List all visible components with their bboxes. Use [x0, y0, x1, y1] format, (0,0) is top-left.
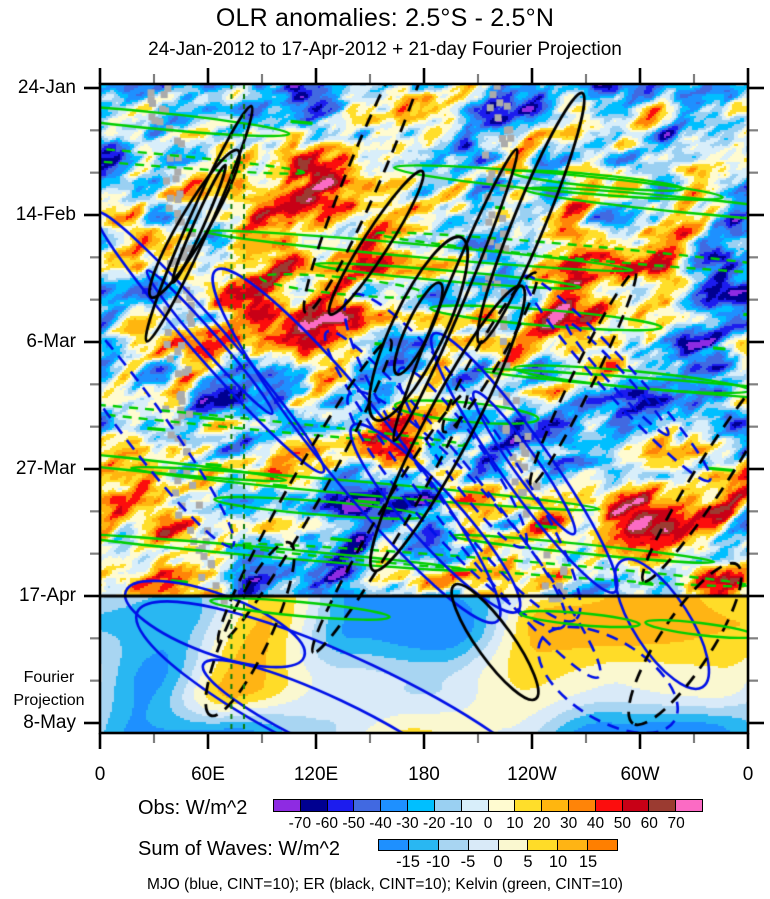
colorbar-obs-tick-60: 60 — [640, 815, 658, 832]
colorbar-waves — [378, 839, 618, 851]
colorbar-waves-cell-1 — [408, 840, 439, 850]
colorbar-obs-tick-50: 50 — [613, 815, 631, 832]
x-axis-label-3: 180 — [408, 764, 440, 785]
colorbar-obs-cell-15 — [676, 800, 702, 811]
colorbar-waves-cell-2 — [438, 840, 469, 850]
y-axis-label-14-Feb: 14-Feb — [15, 204, 76, 225]
colorbar-waves-cell-5 — [528, 840, 559, 850]
colorbar-obs-cell-0 — [274, 800, 301, 811]
colorbar-obs-cell-6 — [434, 800, 462, 811]
y-axis-label-17-Apr: 17-Apr — [18, 585, 76, 606]
x-axis-label-1: 60E — [191, 764, 225, 785]
contour-legend-note: MJO (blue, CINT=10); ER (black, CINT=10)… — [147, 876, 623, 893]
colorbar-obs-cell-10 — [542, 800, 569, 811]
colorbar-obs-tick--50: -50 — [342, 815, 365, 832]
colorbar-obs-cell-5 — [408, 800, 435, 811]
x-axis-label-5: 60W — [620, 764, 660, 785]
fourier-projection-line2: Projection — [13, 692, 85, 709]
colorbar-obs-cell-3 — [354, 800, 382, 811]
colorbar-obs-title: Obs: W/m^2 — [138, 797, 248, 819]
colorbar-obs-tick--10: -10 — [449, 815, 473, 832]
colorbar-obs-cell-1 — [300, 800, 328, 811]
y-axis-label-6-Mar: 6-Mar — [26, 331, 76, 352]
x-axis-label-0: 0 — [94, 764, 106, 785]
colorbar-obs-cell-7 — [461, 800, 489, 811]
colorbar-waves-tick-0: 0 — [493, 853, 503, 871]
colorbar-obs-cell-2 — [327, 800, 355, 811]
colorbar-obs-tick--20: -20 — [423, 815, 446, 832]
colorbar-obs-tick-10: 10 — [506, 815, 524, 832]
colorbar-waves-title: Sum of Waves: W/m^2 — [138, 838, 341, 860]
colorbar-waves-cell-3 — [468, 840, 499, 850]
colorbar-waves-tick--5: -5 — [460, 853, 476, 871]
colorbar-obs-cell-12 — [595, 800, 623, 811]
colorbar-waves-tick-15: 15 — [578, 853, 598, 871]
colorbar-obs-tick--60: -60 — [315, 815, 338, 832]
fourier-projection-line1: Fourier — [23, 669, 75, 686]
colorbar-obs-cell-4 — [381, 800, 409, 811]
colorbar-obs-cell-11 — [568, 800, 596, 811]
colorbar-obs-cell-13 — [622, 800, 650, 811]
colorbar-obs-tick-0: 0 — [483, 815, 493, 832]
colorbar-obs-tick--70: -70 — [288, 815, 312, 832]
x-axis-label-2: 120E — [293, 764, 339, 785]
chart-subtitle: 24-Jan-2012 to 17-Apr-2012 + 21-day Four… — [148, 39, 622, 60]
colorbar-waves-tick--15: -15 — [396, 853, 420, 871]
colorbar-waves-cell-7 — [588, 840, 617, 850]
colorbar-obs-tick-40: 40 — [586, 815, 605, 832]
colorbar-obs-cell-9 — [515, 800, 543, 811]
y-axis-label-8-May: 8-May — [23, 712, 76, 733]
colorbar-waves-tick-5: 5 — [523, 853, 533, 871]
x-axis-label-4: 120W — [507, 764, 557, 785]
colorbar-obs-cell-14 — [649, 800, 677, 811]
x-axis-label-6: 0 — [742, 764, 754, 785]
colorbar-obs-tick-70: 70 — [667, 815, 685, 832]
colorbar-waves-tick-10: 10 — [548, 853, 568, 871]
y-axis-label-27-Mar: 27-Mar — [15, 458, 76, 479]
hovmoller-field-canvas — [100, 84, 748, 733]
colorbar-obs-tick-20: 20 — [533, 815, 551, 832]
colorbar-obs-tick-30: 30 — [560, 815, 578, 832]
y-axis-label-24-Jan: 24-Jan — [17, 77, 76, 98]
colorbar-waves-cell-0 — [379, 840, 409, 850]
chart-title: OLR anomalies: 2.5°S - 2.5°N — [215, 4, 555, 32]
colorbar-obs-tick--30: -30 — [396, 815, 419, 832]
colorbar-waves-cell-4 — [498, 840, 529, 850]
colorbar-waves-cell-6 — [558, 840, 589, 850]
colorbar-obs-cell-8 — [488, 800, 516, 811]
colorbar-waves-tick--10: -10 — [426, 853, 450, 871]
colorbar-obs-tick--40: -40 — [369, 815, 392, 832]
fourier-projection-label: Fourier Projection — [4, 666, 94, 712]
colorbar-obs — [273, 799, 703, 812]
